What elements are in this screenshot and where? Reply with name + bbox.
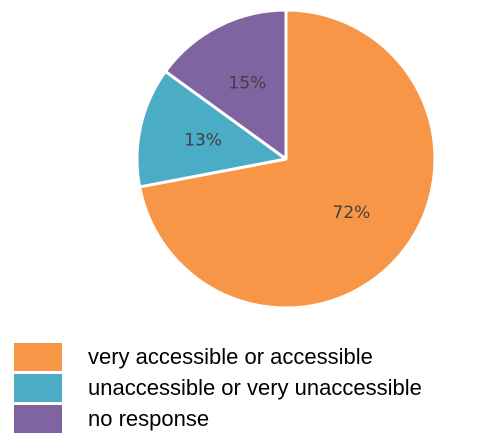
legend-item-unaccessible-or-very-unaccessible: unaccessible or very unaccessible [14,372,474,403]
legend-label: very accessible or accessible [88,343,373,369]
legend-swatch [14,404,62,433]
legend-swatch [14,342,62,371]
data-label-no-response: 15% [229,73,267,93]
legend-label: no response [88,405,210,431]
data-label-very-accessible-or-accessible: 72% [333,203,371,223]
pie-slice-unaccessible-or-very-unaccessible [135,69,288,189]
pie-chart: 72% 13% 15% [135,8,437,310]
chart-legend: very accessible or accessible unaccessibl… [14,341,474,434]
data-label-unaccessible-or-very-unaccessible: 13% [184,130,222,150]
pie-slice-no-response [163,8,288,161]
legend-label: unaccessible or very unaccessible [88,374,422,400]
legend-swatch [14,373,62,402]
legend-item-very-accessible-or-accessible: very accessible or accessible [14,341,474,372]
legend-item-no-response: no response [14,403,474,434]
